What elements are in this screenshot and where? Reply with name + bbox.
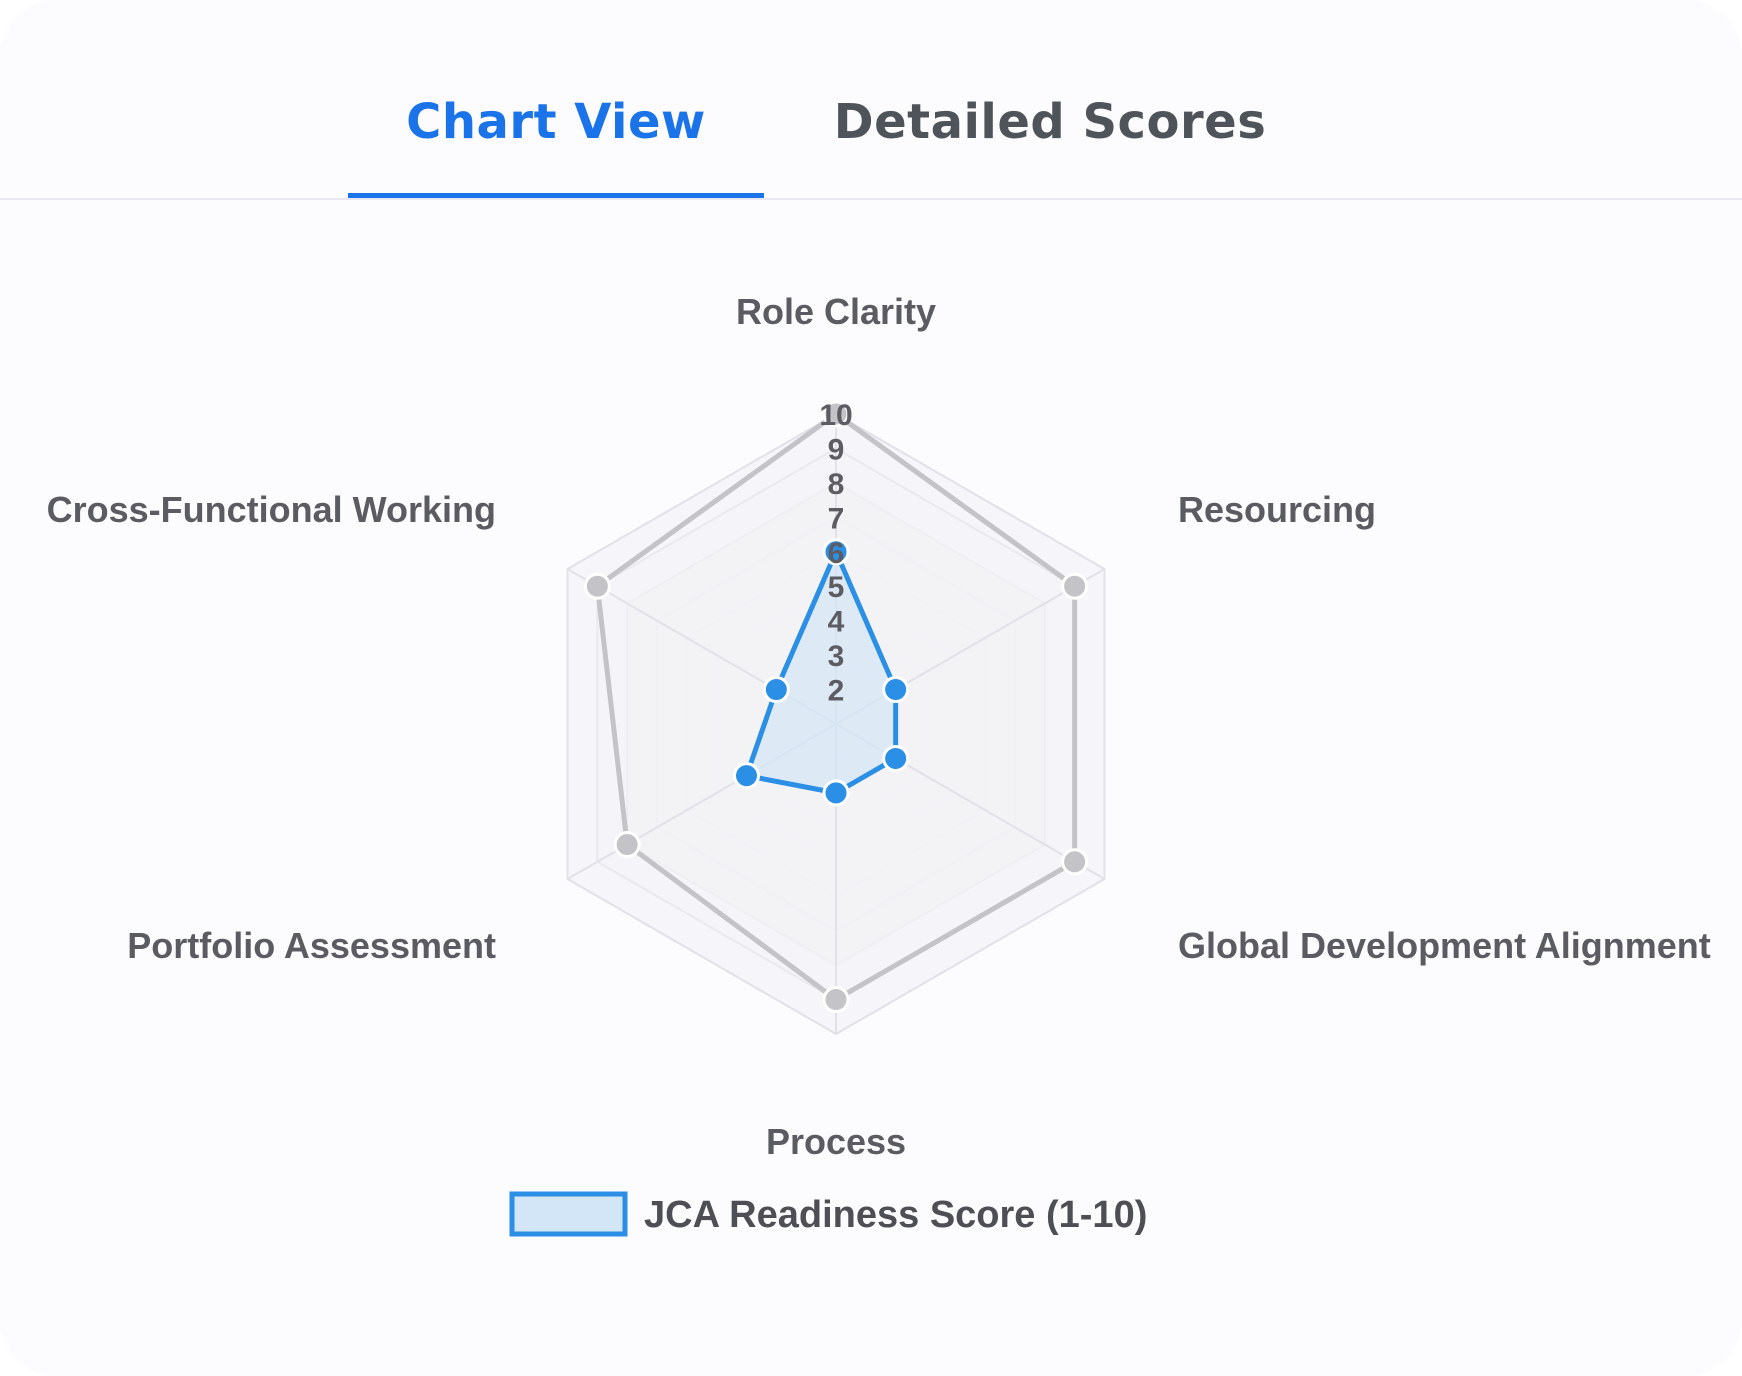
tick-label: 5 bbox=[828, 571, 845, 604]
axis-label: Cross-Functional Working bbox=[47, 489, 496, 530]
baseline-point[interactable] bbox=[822, 986, 850, 1014]
tick-label: 8 bbox=[828, 468, 845, 501]
axis-label: Global Development Alignment bbox=[1178, 925, 1711, 966]
axis-labels: Role Clarity Resourcing Global Development… bbox=[47, 291, 1711, 1162]
axis-label: Process bbox=[766, 1121, 906, 1162]
axis-label: Resourcing bbox=[1178, 489, 1376, 530]
baseline-point[interactable] bbox=[1061, 572, 1089, 600]
data-point[interactable] bbox=[762, 676, 790, 704]
data-point[interactable] bbox=[822, 538, 850, 566]
tick-label: 6 bbox=[828, 537, 845, 570]
tick-label: 2 bbox=[828, 675, 845, 708]
baseline-series bbox=[583, 400, 1089, 1014]
legend[interactable]: JCA Readiness Score (1-10) bbox=[509, 1191, 1147, 1237]
tab-detailed-scores[interactable]: Detailed Scores bbox=[833, 94, 1267, 150]
baseline-point[interactable] bbox=[583, 572, 611, 600]
data-point[interactable] bbox=[733, 762, 761, 790]
readiness-series bbox=[733, 538, 910, 807]
data-point[interactable] bbox=[822, 779, 850, 807]
tick-label: 7 bbox=[828, 502, 845, 535]
tick-label: 10 bbox=[819, 399, 852, 432]
baseline-point[interactable] bbox=[613, 831, 641, 859]
legend-label[interactable]: JCA Readiness Score (1-10) bbox=[644, 1194, 1147, 1236]
tab-chart-view[interactable]: Chart View bbox=[348, 94, 764, 198]
tick-label: 9 bbox=[828, 433, 845, 466]
axis-label: Role Clarity bbox=[736, 291, 936, 332]
axis-label: Portfolio Assessment bbox=[127, 925, 496, 966]
radar-chart-area: 2 3 4 5 6 7 8 9 10 Role Clarity Resourcing Global … bbox=[0, 200, 1742, 1376]
data-point[interactable] bbox=[882, 744, 910, 772]
data-point[interactable] bbox=[882, 676, 910, 704]
tick-label: 4 bbox=[828, 606, 845, 639]
legend-swatch[interactable] bbox=[509, 1191, 628, 1237]
baseline-point[interactable] bbox=[822, 400, 850, 428]
tab-bar: Chart View Detailed Scores bbox=[0, 0, 1742, 200]
baseline-point[interactable] bbox=[1061, 848, 1089, 876]
tick-label: 3 bbox=[828, 640, 845, 673]
